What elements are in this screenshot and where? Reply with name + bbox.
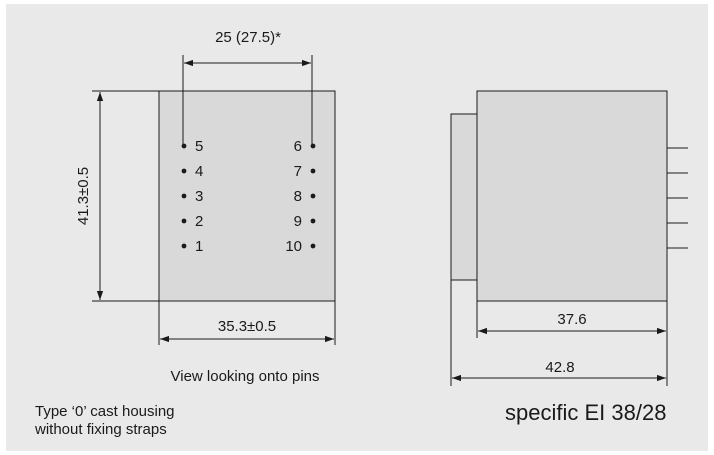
left-pin-label-1: 1 [195,238,203,255]
right-pin-dot-10 [310,243,316,249]
height-dimension-label: 41.3±0.5 [75,167,92,225]
side-pins [667,147,688,249]
model-label: specific EI 38/28 [505,400,667,425]
view-caption: View looking onto pins [171,368,320,385]
left-pin-dot-2 [181,218,187,224]
right-pin-label-10: 10 [285,238,302,255]
body-dimension-label: 37.6 [557,311,586,328]
right-pin-label-6: 6 [294,138,302,155]
left-pin-label-4: 4 [195,163,203,180]
left-pin-label-3: 3 [195,188,203,205]
right-pin-dot-9 [310,218,316,224]
housing-type-note: Type ‘0’ cast housing without fixing str… [35,403,175,438]
right-pin-dot-7 [310,168,316,174]
front-housing [158,90,336,302]
left-pin-label-2: 2 [195,213,203,230]
left-pin-dot-4 [181,168,187,174]
overall-dimension-label: 42.8 [545,359,574,376]
left-pin-dot-1 [181,243,187,249]
width-dimension-label: 35.3±0.5 [218,318,276,335]
right-pin-label-9: 9 [294,213,302,230]
left-pin-dot-3 [181,193,187,199]
side-housing [476,90,668,302]
left-pin-group: 5 4 3 2 1 [181,138,203,255]
left-pin-label-5: 5 [195,138,203,155]
right-pin-label-7: 7 [294,163,302,180]
left-pin-dot-5 [181,143,187,149]
right-pin-label-8: 8 [294,188,302,205]
pitch-dimension-label: 25 (27.5)* [215,29,281,46]
right-pin-dot-8 [310,193,316,199]
right-pin-dot-6 [310,143,316,149]
right-pin-group: 6 7 8 9 10 [285,138,316,255]
side-flange [450,113,478,281]
